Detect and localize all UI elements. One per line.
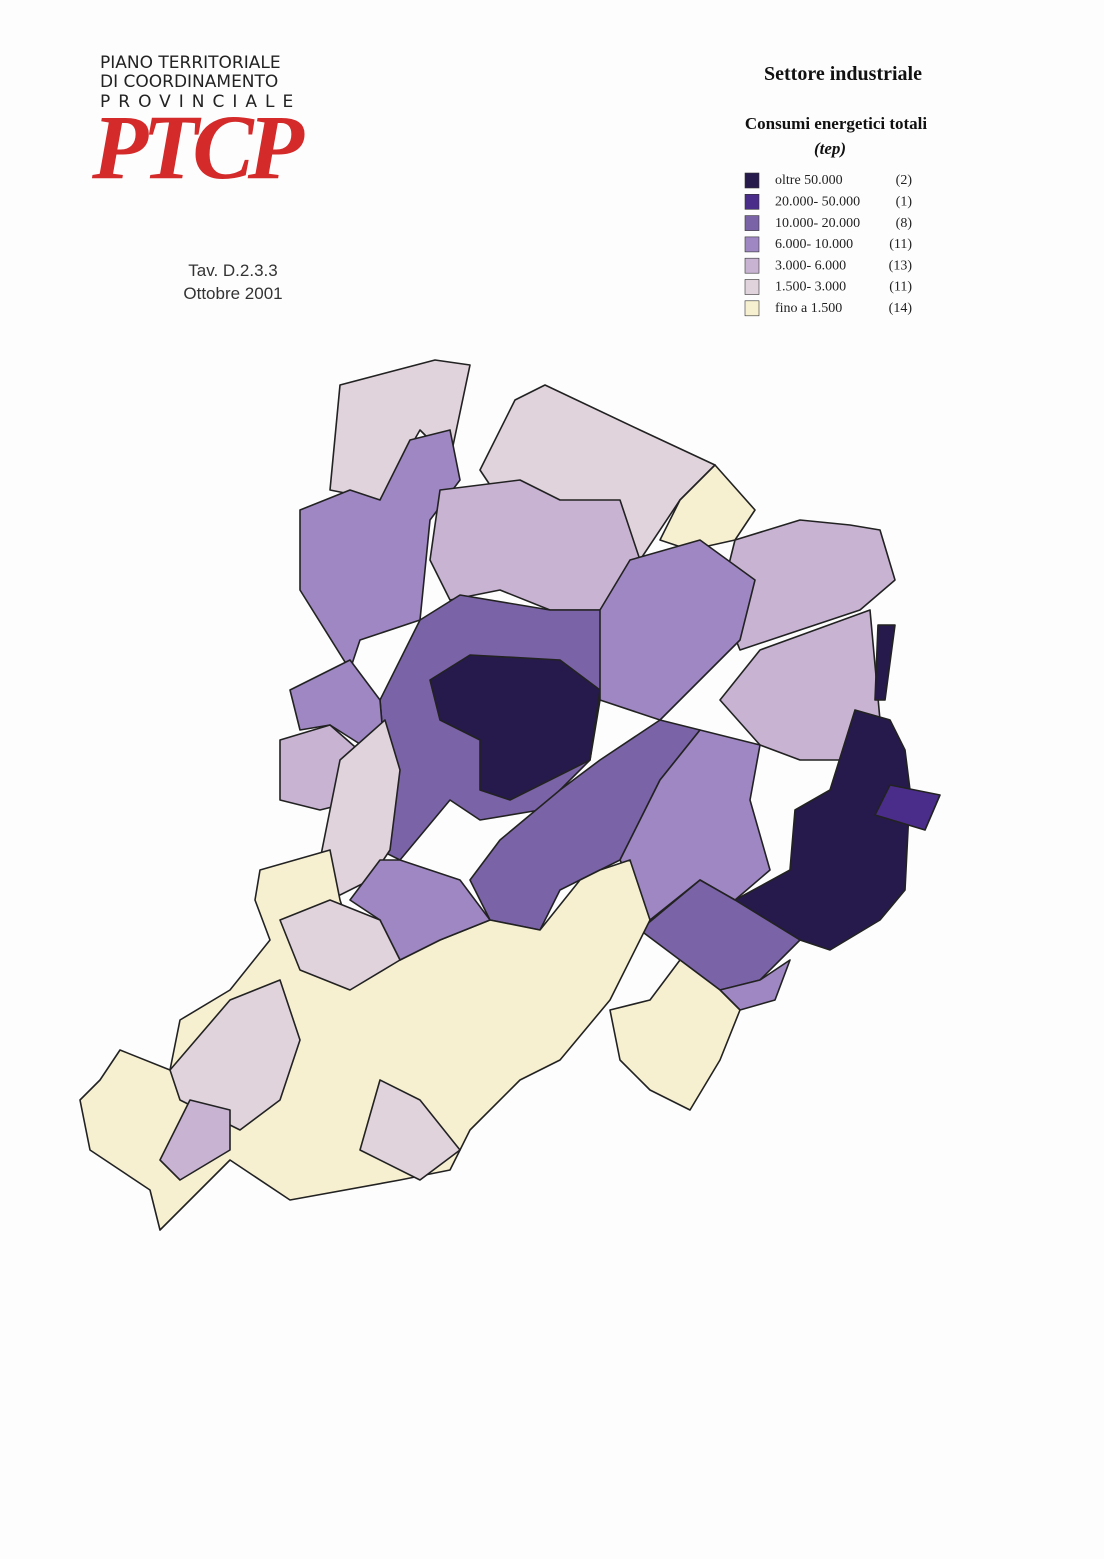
legend-count: (11) xyxy=(889,280,912,295)
region xyxy=(429,479,641,611)
legend-label: 10.000- 20.000 xyxy=(775,216,860,231)
legend-subtitle: Consumi energetici totali xyxy=(745,114,928,133)
legend-count: (1) xyxy=(896,195,913,210)
legend-label: 6.000- 10.000 xyxy=(775,237,853,252)
region xyxy=(609,959,741,1111)
logo-line: DI COORDINAMENTO xyxy=(100,72,278,92)
legend: oltre 50.000 (2) 20.000- 50.000 (1) 10.000- … xyxy=(744,172,913,317)
legend-label: fino a 1.500 xyxy=(775,301,842,316)
logo-mark: PTCP xyxy=(91,96,305,198)
legend-swatch xyxy=(744,215,760,231)
legend-label: oltre 50.000 xyxy=(775,173,843,188)
table-ref: Tav. D.2.3.3 xyxy=(188,261,277,280)
region xyxy=(874,624,896,701)
date: Ottobre 2001 xyxy=(183,284,282,303)
legend-swatch xyxy=(744,279,760,295)
legend-unit: (tep) xyxy=(814,139,846,158)
region xyxy=(359,1079,461,1181)
legend-swatch xyxy=(744,236,760,253)
legend-label: 3.000- 6.000 xyxy=(775,258,846,273)
legend-count: (13) xyxy=(889,258,913,273)
legend-swatch xyxy=(744,172,760,189)
legend-swatch xyxy=(744,300,760,317)
legend-swatch xyxy=(744,194,760,210)
legend-count: (2) xyxy=(896,173,913,188)
legend-count: (8) xyxy=(896,216,913,231)
logo-line: PROVINCIALE xyxy=(100,92,301,112)
legend-count: (14) xyxy=(889,301,913,316)
legend-label: 20.000- 50.000 xyxy=(775,195,860,210)
region xyxy=(159,1099,231,1181)
map xyxy=(79,359,941,1231)
legend-swatch xyxy=(744,257,760,274)
region xyxy=(429,654,601,801)
legend-title: Settore industriale xyxy=(764,63,922,85)
region xyxy=(874,784,941,831)
region xyxy=(599,539,756,721)
region xyxy=(279,899,401,991)
legend-label: 1.500- 3.000 xyxy=(775,280,846,295)
region xyxy=(734,709,911,951)
legend-count: (11) xyxy=(889,237,912,252)
logo-line: PIANO TERRITORIALE xyxy=(100,53,281,73)
